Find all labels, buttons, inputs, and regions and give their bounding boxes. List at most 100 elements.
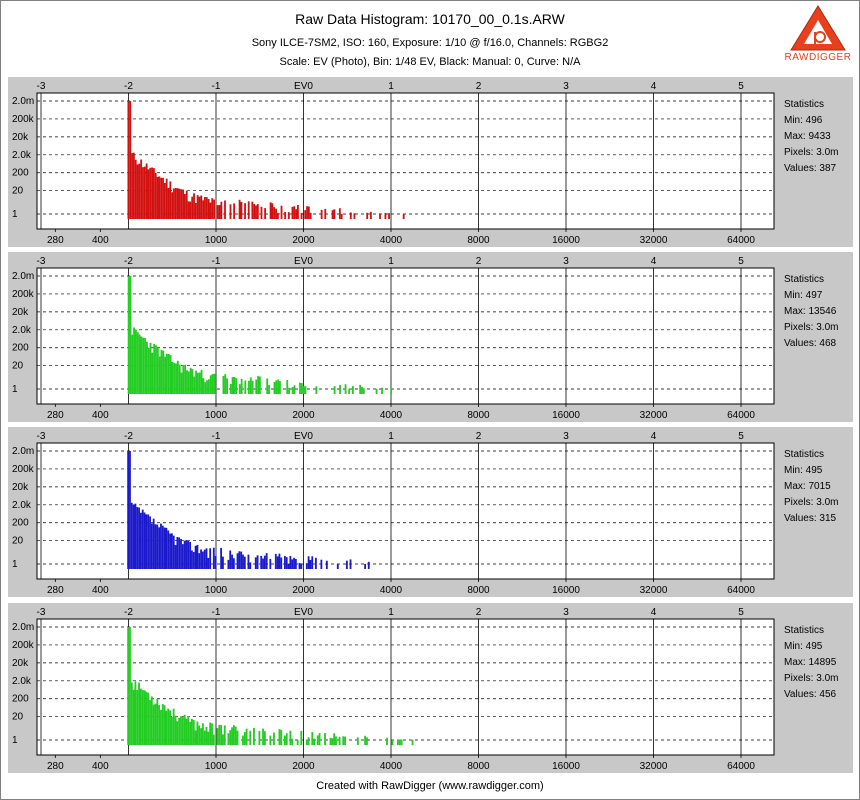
histogram-bar <box>305 739 308 745</box>
histogram-bar <box>181 717 184 745</box>
histogram-bar <box>129 101 132 219</box>
histogram-bar <box>345 560 348 569</box>
histogram-bar <box>158 705 161 745</box>
ev-tick-label: -3 <box>37 607 46 618</box>
stats-pixels: Pixels: 3.0m <box>784 322 839 333</box>
histogram-bar <box>249 377 252 394</box>
histogram-bar <box>149 516 151 569</box>
y-tick-label: 20k <box>12 658 29 669</box>
histogram-bar <box>174 188 177 219</box>
histogram-bar <box>269 735 272 745</box>
histogram-bar <box>265 553 268 569</box>
footer-credit: Created with RawDigger (www.rawdigger.co… <box>316 780 544 792</box>
stats-max: Max: 7015 <box>784 481 831 492</box>
stats-r: Statistics Min: 496 Max: 9433 Pixels: 3.… <box>784 97 852 177</box>
ev-tick-label: 2 <box>476 81 482 92</box>
histogram-bar <box>169 533 171 569</box>
value-tick-label: 1000 <box>205 761 228 772</box>
histogram-bar <box>238 551 241 569</box>
histogram-bar <box>307 556 310 569</box>
ev-tick-label: 1 <box>388 607 394 618</box>
histogram-bar <box>307 206 310 219</box>
ev-tick-label: 5 <box>738 256 744 267</box>
histogram-bar <box>240 202 243 219</box>
histogram-bar <box>160 709 162 745</box>
histogram-bar <box>201 551 204 569</box>
histogram-bar <box>141 690 144 745</box>
histogram-bar <box>135 329 137 394</box>
value-tick-label: 32000 <box>640 585 668 596</box>
histogram-bar <box>143 166 146 219</box>
y-tick-label: 2.0m <box>12 96 34 107</box>
ev-tick-label: 4 <box>651 607 657 618</box>
histogram-bar <box>273 382 276 394</box>
histogram-bar <box>136 689 139 745</box>
histogram-bar <box>353 213 356 219</box>
histogram-chart-r: 2.0m 200k 20k 2.0k 200 20 1 -3 -2 -1 EV0 1 2 3 4 5 280 40… <box>12 81 775 246</box>
histogram-bar <box>245 728 248 745</box>
histogram-chart-b: 2.0m 200k 20k 2.0k 200 20 1 -3 -2 -1 EV0 1 2 3 4 5 280 40… <box>12 431 775 596</box>
histogram-bar <box>249 562 252 569</box>
histogram-bar <box>136 507 139 569</box>
histogram-bar <box>222 734 224 745</box>
histogram-bar <box>178 717 181 745</box>
histogram-bar <box>142 167 144 219</box>
y-tick-label: 2.0m <box>12 446 34 457</box>
histogram-bar <box>220 201 223 219</box>
histogram-bar <box>141 509 144 569</box>
y-tick-label: 200k <box>12 640 35 651</box>
histogram-bar <box>136 164 139 219</box>
histogram-bar <box>223 725 226 745</box>
histogram-bar <box>284 556 286 569</box>
histogram-bar <box>361 386 363 394</box>
histogram-bar <box>232 725 235 745</box>
histogram-bar <box>300 212 303 219</box>
histogram-bar <box>143 690 146 745</box>
histogram-bar <box>193 193 195 219</box>
histogram-bar <box>154 172 157 219</box>
histogram-bar <box>201 723 204 745</box>
y-tick-label: 20 <box>12 361 24 372</box>
histogram-bar <box>359 384 362 394</box>
histogram-bar <box>154 703 157 745</box>
value-tick-label: 16000 <box>552 235 580 246</box>
histogram-bar <box>131 153 133 219</box>
histogram-bar <box>249 730 252 745</box>
stats-max: Max: 9433 <box>784 131 831 142</box>
histogram-bar <box>194 545 197 569</box>
histogram-bar <box>162 350 165 394</box>
y-tick-label: 200 <box>12 694 29 705</box>
histogram-bar <box>170 533 173 569</box>
histogram-bar <box>366 212 369 219</box>
histogram-bar <box>402 213 405 219</box>
histogram-bar <box>291 559 294 569</box>
histogram-bar <box>152 518 155 569</box>
y-tick-label: 1 <box>12 209 18 220</box>
histogram-bar <box>331 210 334 219</box>
histogram-bar <box>158 527 161 569</box>
histogram-bar <box>236 730 239 745</box>
histogram-bar <box>207 379 210 394</box>
histogram-bar <box>275 208 277 219</box>
histogram-bar <box>186 370 188 394</box>
histogram-bar <box>140 159 143 219</box>
y-tick-label: 2.0m <box>12 271 34 282</box>
histogram-bar <box>192 719 195 745</box>
histogram-bar <box>172 535 175 569</box>
histogram-bar <box>293 557 295 569</box>
histogram-bar <box>161 704 164 745</box>
histogram-bar <box>203 730 206 745</box>
histogram-bar <box>311 732 314 745</box>
histogram-bar <box>333 209 336 219</box>
y-tick-label: 20k <box>12 482 29 493</box>
histogram-bar <box>309 560 312 569</box>
histogram-bar <box>149 167 152 219</box>
histogram-bar <box>306 206 308 219</box>
histogram-bar <box>134 159 137 219</box>
histogram-bar <box>296 739 299 745</box>
value-tick-label: 16000 <box>552 410 580 421</box>
histogram-bar <box>198 553 201 569</box>
histogram-bar <box>165 527 168 569</box>
histogram-bar <box>293 206 296 219</box>
histogram-bar <box>291 206 294 219</box>
